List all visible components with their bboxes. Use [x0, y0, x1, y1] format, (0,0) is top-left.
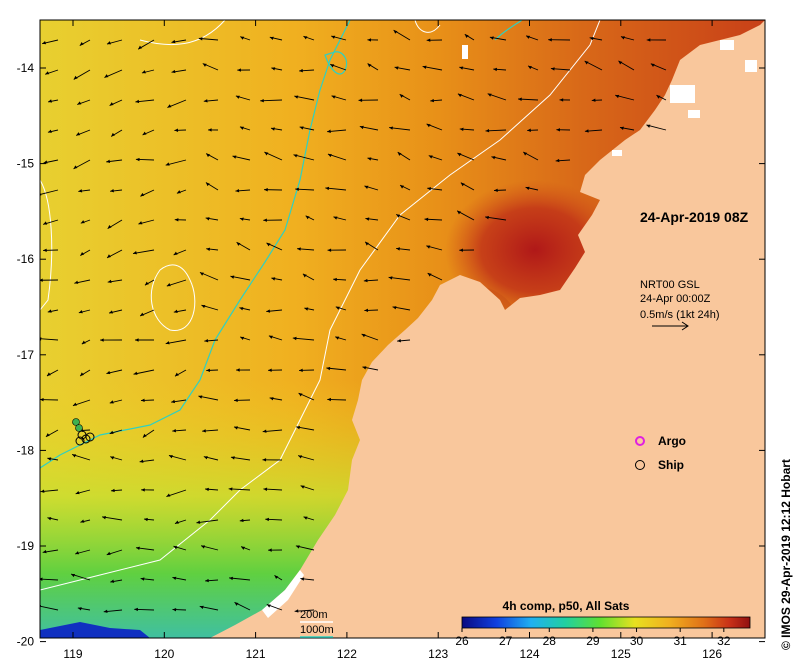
longitude-axis: 119 120 121 122 123 124 125 126	[63, 20, 722, 661]
colorbar-tick-label: 31	[674, 634, 688, 648]
lon-tick-label: 125	[611, 647, 631, 661]
isobath-1000m	[40, 20, 351, 469]
argo-marker-icon	[635, 436, 645, 446]
ship-track	[72, 418, 95, 446]
ship-marker-icon	[635, 460, 645, 470]
colorbar-tick-label: 26	[455, 634, 469, 648]
current-vectors	[40, 29, 667, 613]
lat-tick-label: -14	[17, 61, 35, 75]
colorbar-tick-label: 28	[543, 634, 557, 648]
colorbar-tick-label: 30	[630, 634, 644, 648]
isobath-200m-c	[40, 179, 53, 311]
colorbar-tick-label: 32	[717, 634, 731, 648]
lon-tick-label: 122	[337, 647, 357, 661]
isobath-1000m-label: 1000m	[300, 624, 334, 636]
lon-tick-label: 123	[428, 647, 448, 661]
nearshore-cold-strip	[40, 622, 150, 638]
coastal-islands	[462, 40, 757, 156]
latitude-axis: -14 -15 -16 -17 -18 -19 -20	[17, 61, 765, 649]
lat-tick-label: -17	[17, 348, 35, 362]
lon-tick-label: 121	[246, 647, 266, 661]
current-legend-scale: 0.5m/s (1kt 24h)	[640, 309, 719, 321]
argo-legend-label: Argo	[658, 434, 686, 448]
current-legend-time: 24-Apr 00:00Z	[640, 293, 711, 305]
colorbar-ticks: 26 27 28 29 30 31 32	[455, 628, 731, 648]
lon-tick-label: 126	[702, 647, 722, 661]
lat-tick-label: -20	[17, 635, 35, 649]
lat-tick-label: -18	[17, 443, 35, 457]
lon-tick-label: 120	[154, 647, 174, 661]
colorbar-title: 4h comp, p50, All Sats	[503, 599, 630, 613]
plot-frame	[39, 19, 766, 639]
current-scale-arrow	[652, 321, 689, 331]
colorbar	[461, 616, 751, 629]
isobath-200m	[40, 20, 601, 591]
lat-tick-label: -16	[17, 252, 35, 266]
lat-tick-label: -19	[17, 539, 35, 553]
ship-legend-label: Ship	[658, 458, 684, 472]
lon-tick-label: 119	[63, 647, 82, 661]
lat-tick-label: -15	[17, 157, 35, 171]
land-kimberley	[210, 20, 765, 638]
current-legend-source: NRT00 GSL	[640, 279, 700, 291]
colorbar-tick-label: 29	[586, 634, 600, 648]
isobath-200m-label: 200m	[300, 609, 328, 621]
coastal-gap	[262, 570, 304, 618]
copyright-credit: © IMOS 29-Apr-2019 12:12 Hobart	[779, 459, 793, 650]
isobath-200m-d	[139, 20, 441, 45]
lon-tick-label: 124	[519, 647, 539, 661]
isobath-200m-b	[150, 264, 196, 331]
timestamp-label: 24-Apr-2019 08Z	[640, 209, 749, 225]
colorbar-tick-label: 27	[499, 634, 513, 648]
